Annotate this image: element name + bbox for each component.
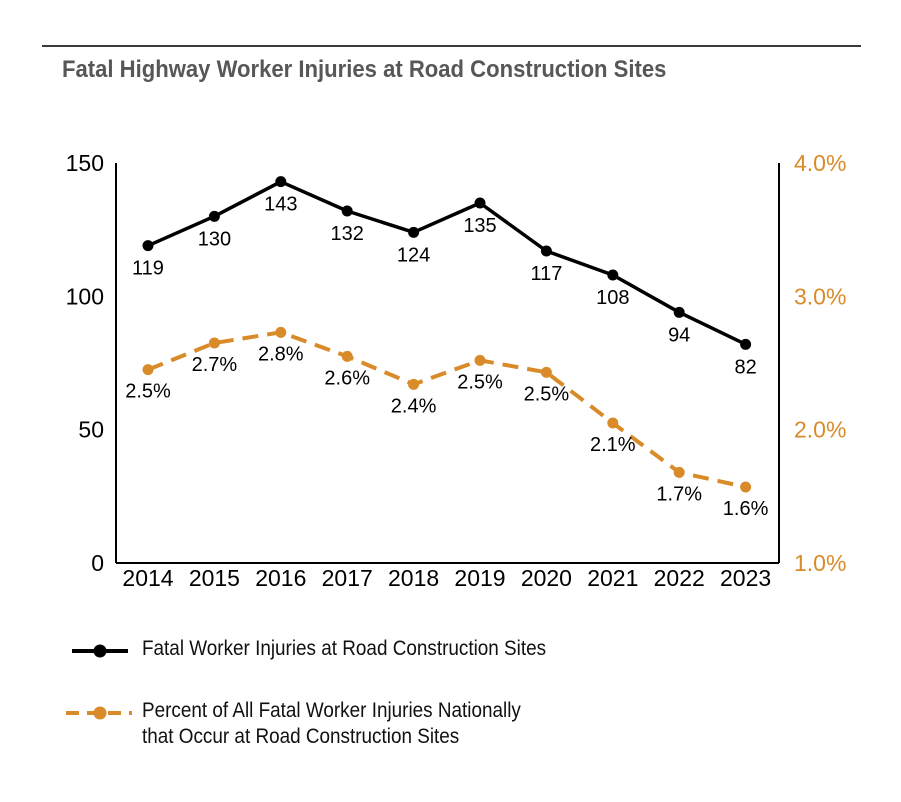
legend-label-percent-line1: Percent of All Fatal Worker Injuries Nat… [142,699,521,722]
data-point-percent [142,364,154,376]
data-point-injuries [208,210,220,222]
data-label-injuries: 143 [264,194,297,216]
data-label-injuries: 108 [596,287,629,309]
data-label-percent: 1.7% [656,483,702,505]
data-label-injuries: 119 [132,258,164,280]
data-label-injuries: 82 [734,356,756,378]
data-point-injuries [607,269,619,281]
data-point-percent [408,378,420,390]
data-label-injuries: 117 [530,263,562,285]
data-point-injuries [740,338,752,350]
x-tick-label: 2018 [388,565,439,591]
x-tick-label: 2022 [654,565,705,591]
chart-title: Fatal Highway Worker Injuries at Road Co… [62,56,667,83]
x-tick-label: 2016 [255,565,306,591]
title-rule [42,45,861,47]
x-tick-label: 2019 [454,565,505,591]
data-label-percent: 2.7% [192,354,238,376]
data-point-percent [275,326,287,338]
x-tick-label: 2017 [322,565,373,591]
data-label-injuries: 130 [198,228,231,250]
data-point-injuries [540,245,552,257]
data-label-injuries: 94 [668,324,690,346]
x-tick-label: 2015 [189,565,240,591]
data-point-percent [740,481,752,493]
data-label-injuries: 124 [397,244,430,266]
legend-label-percent-line2: that Occur at Road Construction Sites [142,725,460,748]
data-label-percent: 2.8% [258,343,304,365]
x-tick-label: 2020 [521,565,572,591]
legend-marker-injuries [93,644,107,658]
y-left-tick-label: 100 [66,283,104,309]
data-point-injuries [474,197,486,209]
series-line-injuries [147,179,747,346]
data-label-percent: 2.5% [457,371,503,393]
data-label-percent: 2.5% [524,383,570,405]
data-point-percent [208,337,220,349]
y-left-tick-label: 0 [91,550,104,576]
x-tick-label: 2023 [720,565,771,591]
data-label-percent: 2.5% [125,381,171,403]
x-tick-label: 2014 [122,565,173,591]
series-line-percent [147,330,747,489]
legend-label-injuries: Fatal Worker Injuries at Road Constructi… [142,637,547,660]
y-right-tick-label: 1.0% [794,550,846,576]
data-point-injuries [408,226,420,238]
y-left-tick-label: 150 [66,150,104,176]
y-right-tick-label: 2.0% [794,417,846,443]
y-right-tick-label: 3.0% [794,283,846,309]
data-point-injuries [673,306,685,318]
data-point-injuries [341,205,353,217]
data-point-percent [540,366,552,378]
data-point-percent [341,350,353,362]
data-label-percent: 2.1% [590,434,636,456]
y-left-tick-label: 50 [78,417,104,443]
y-right-tick-label: 4.0% [794,150,846,176]
legend-marker-percent [93,706,107,720]
data-label-percent: 1.6% [723,498,769,520]
data-point-percent [474,354,486,366]
data-label-injuries: 135 [463,215,496,237]
x-tick-label: 2021 [587,565,638,591]
data-label-injuries: 132 [331,223,364,245]
data-point-percent [673,466,685,478]
data-label-percent: 2.4% [391,395,437,417]
data-point-injuries [275,176,287,188]
data-point-injuries [142,240,154,252]
data-point-percent [607,417,619,429]
data-label-percent: 2.6% [324,367,370,389]
